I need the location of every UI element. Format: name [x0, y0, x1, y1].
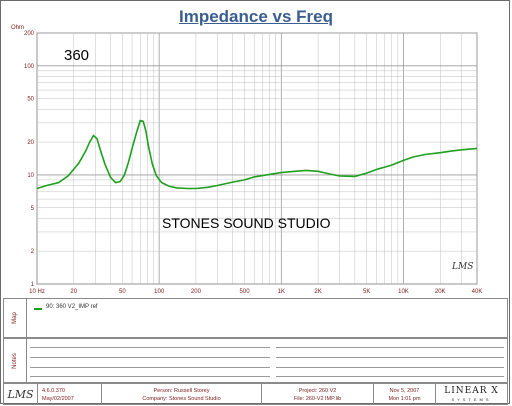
notes-panel: Notes — [3, 338, 508, 383]
note-line[interactable] — [276, 357, 504, 358]
plot-lms-logo: LMS — [452, 262, 474, 272]
y-tick-label: 200 — [24, 31, 35, 37]
note-line[interactable] — [276, 347, 504, 348]
x-tick-label: 20 — [70, 289, 77, 295]
x-tick-label: 50 — [119, 289, 126, 295]
model-annotation: 360 — [64, 47, 90, 64]
grid — [36, 32, 478, 285]
note-line[interactable] — [30, 376, 270, 377]
x-tick-label: 20K — [435, 289, 446, 295]
studio-annotation: STONES SOUND STUDIO — [162, 215, 331, 231]
y-tick-label: 50 — [27, 97, 34, 103]
footer-project-cell: Project: 260 V2 File: 260-V2 IMP.lib — [262, 384, 374, 404]
company-name: Company: Stones Sound Studio — [142, 396, 221, 402]
footer-lms-logo: LMS — [7, 388, 34, 401]
note-line[interactable] — [276, 367, 504, 368]
report-time: Mon 1:01 pm — [388, 396, 421, 402]
y-tick-label: 10 — [27, 173, 34, 179]
note-line[interactable] — [276, 376, 504, 377]
version-date: May/02/2007 — [42, 396, 74, 402]
x-tick-label: 500 — [240, 289, 251, 295]
x-tick-label: 5K — [363, 289, 370, 295]
footer-version-cell: 4.6.0.370 May/02/2007 — [38, 384, 102, 404]
legend-swatch — [34, 308, 42, 310]
brand-logo: LINEAR X — [444, 386, 499, 396]
y-tick-label: 20 — [27, 140, 34, 146]
y-unit-label: Ohm — [11, 25, 25, 31]
footer-logo-cell: LMS — [4, 384, 38, 404]
footer-person-cell: Person: Russell Storey Company: Stones S… — [102, 384, 262, 404]
y-tick-label: 2 — [31, 249, 35, 255]
y-tick-label: 1 — [31, 282, 35, 288]
x-tick-label: 100 — [154, 289, 165, 295]
footer-date-cell: Nov 5, 2007 Mon 1:01 pm — [374, 384, 436, 404]
y-tick-label: 5 — [31, 206, 35, 212]
chart-title: Impedance vs Freq — [178, 7, 333, 26]
report-date: Nov 5, 2007 — [389, 388, 420, 394]
map-panel: Map 90: 360 V2_IMP ref — [3, 298, 508, 338]
y-tick-label: 100 — [24, 64, 35, 70]
software-version: 4.6.0.370 — [42, 388, 65, 394]
impedance-curve — [36, 119, 478, 190]
impedance-chart: 10 Hz 20 50 100 200 500 1K 2K 5K 10K 20K 40K 1 2 5 10 20… — [24, 31, 482, 295]
file-name: File: 260-V2 IMP.lib — [293, 396, 342, 402]
map-side-label: Map — [4, 299, 27, 337]
brand-subtitle: SYSTEMS — [451, 397, 492, 402]
note-line[interactable] — [30, 367, 270, 368]
note-line[interactable] — [30, 357, 270, 358]
person-name: Person: Russell Storey — [153, 388, 210, 394]
x-tick-label: 10 Hz — [29, 289, 45, 295]
project-name: Project: 260 V2 — [298, 388, 337, 394]
tick-labels: 10 Hz 20 50 100 200 500 1K 2K 5K 10K 20K 40K 1 2 5 10 20… — [24, 31, 482, 295]
x-tick-label: 1K — [278, 289, 285, 295]
x-tick-label: 40K — [472, 289, 483, 295]
legend-entry[interactable]: 90: 360 V2_IMP ref — [46, 304, 98, 310]
x-tick-label: 10K — [398, 289, 409, 295]
footer-brand-cell: LINEAR X SYSTEMS — [436, 384, 507, 404]
notes-side-label: Notes — [4, 339, 27, 382]
x-tick-label: 2K — [314, 289, 321, 295]
note-line[interactable] — [30, 347, 270, 348]
x-tick-label: 200 — [191, 289, 202, 295]
footer-bar: LMS 4.6.0.370 May/02/2007 Person: Russel… — [3, 383, 508, 405]
